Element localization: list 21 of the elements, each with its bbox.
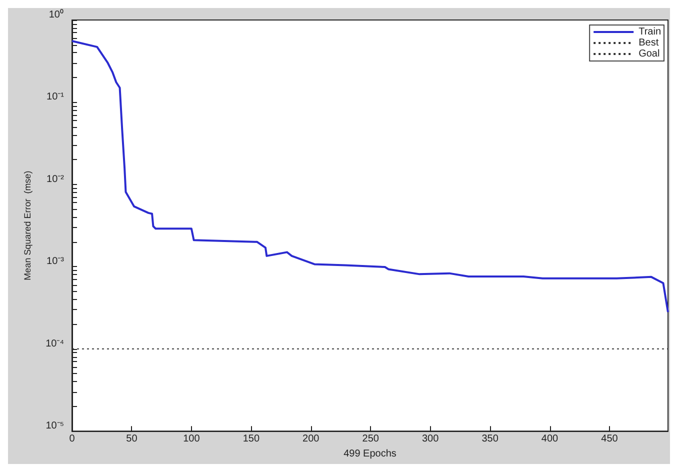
y-tick-label: 10⁻¹: [46, 92, 65, 103]
x-tick-label: 50: [126, 434, 138, 445]
legend-label: Train: [638, 26, 662, 38]
x-tick-label: 200: [302, 434, 320, 445]
y-tick-label: 10⁻³: [46, 256, 65, 268]
y-tick-label: 10⁻²: [46, 174, 65, 185]
y-tick-label: 10⁻⁵: [46, 420, 64, 432]
x-tick-label: 100: [183, 434, 200, 445]
y-tick-label: 10⁻⁴: [46, 338, 64, 350]
x-tick-label: 150: [242, 434, 260, 445]
legend-label: Goal: [638, 48, 660, 60]
x-tick-label: 450: [601, 434, 618, 445]
x-tick-label: 250: [362, 434, 380, 445]
x-axis-title: 499 Epochs: [344, 448, 396, 460]
x-tick-label: 350: [482, 434, 499, 445]
x-tick-label: 400: [541, 434, 559, 445]
y-axis-title: Mean Squared Error (mse): [22, 170, 32, 280]
y-tick-label: 10⁰: [48, 8, 64, 20]
x-tick-label: 300: [422, 434, 440, 445]
legend-label: Best: [638, 38, 659, 48]
x-tick-label: 0: [69, 434, 76, 445]
